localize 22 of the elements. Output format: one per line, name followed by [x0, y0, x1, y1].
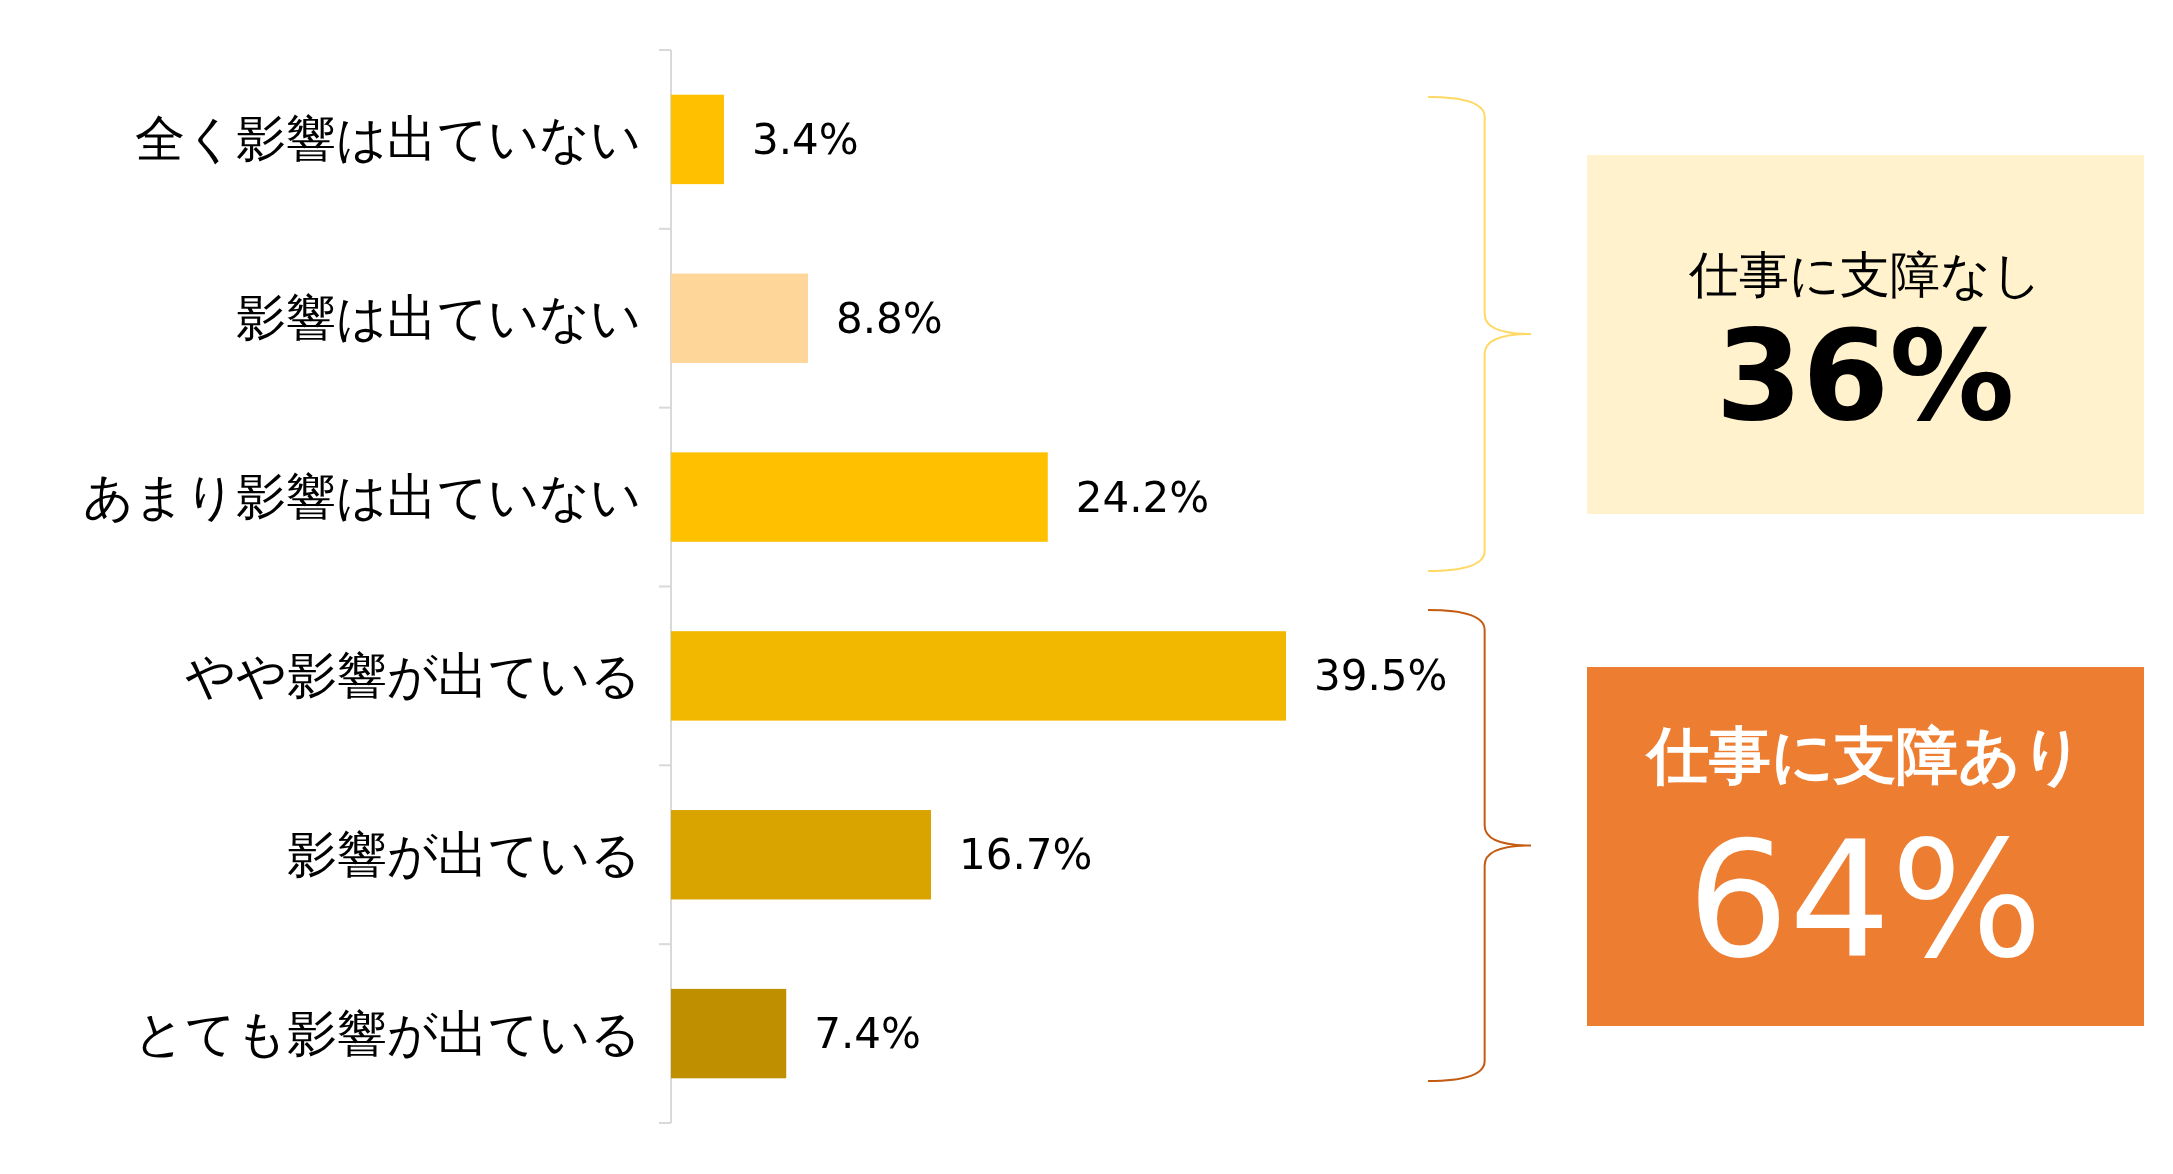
y-tick-label: あまり影響は出ていない [83, 468, 641, 527]
data-label: 16.7% [959, 830, 1093, 880]
text: 36% [1715, 302, 2015, 448]
bar [671, 452, 1048, 542]
bar [671, 94, 724, 185]
data-label: 8.8% [836, 293, 943, 343]
text: 仕事に支障なし [1687, 246, 2042, 304]
y-tick-label: 影響が出ている [287, 825, 641, 884]
bar [671, 273, 809, 363]
text: 仕事に支障あり [1643, 718, 2084, 792]
data-label: 3.4% [751, 114, 859, 164]
y-tick-label: とても影響が出ている [134, 1004, 641, 1063]
data-label: 7.4% [814, 1009, 921, 1059]
bar [671, 810, 932, 900]
y-tick-label: 全く影響は出ていない [135, 110, 641, 169]
y-tick-label: 影響は出ていない [236, 289, 641, 348]
bar [671, 631, 1286, 721]
text: 64% [1687, 806, 2043, 994]
y-tick-label: やや影響が出ている [185, 646, 641, 705]
data-label: 24.2% [1075, 472, 1210, 522]
bar [671, 988, 787, 1079]
data-label: 39.5% [1314, 651, 1448, 701]
